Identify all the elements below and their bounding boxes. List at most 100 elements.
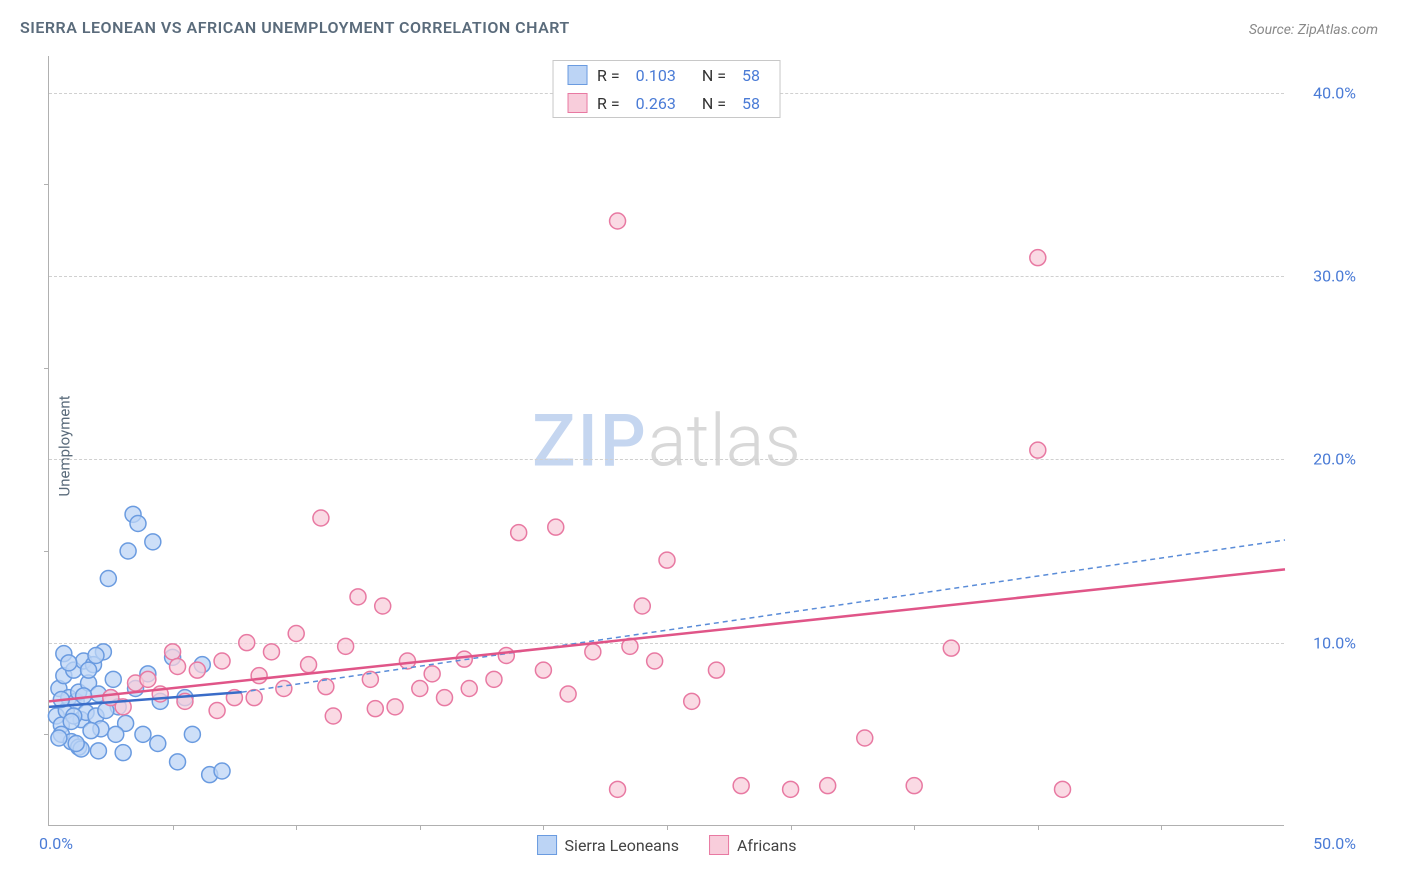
data-point <box>367 701 383 717</box>
data-point <box>246 690 262 706</box>
data-point <box>135 726 151 742</box>
data-point <box>140 671 156 687</box>
x-tick <box>420 825 421 830</box>
y-tick-label: 10.0% <box>1296 633 1356 652</box>
r-label: R = <box>597 94 620 113</box>
data-point <box>105 671 121 687</box>
data-point <box>338 638 354 654</box>
x-tick <box>914 825 915 830</box>
y-tick-label: 20.0% <box>1296 450 1356 469</box>
data-point <box>684 693 700 709</box>
data-point <box>412 681 428 697</box>
data-point <box>783 781 799 797</box>
data-point <box>313 510 329 526</box>
n-label: N = <box>702 66 726 85</box>
n-label: N = <box>702 94 726 113</box>
data-point <box>81 662 97 678</box>
legend-item-african: Africans <box>709 835 796 855</box>
x-tick <box>791 825 792 830</box>
data-point <box>90 743 106 759</box>
plot-area: ZIPatlas 10.0%20.0%30.0%40.0% R = 0.103 … <box>48 56 1284 826</box>
legend-series: Sierra Leoneans Africans <box>537 835 797 855</box>
data-point <box>263 644 279 660</box>
r-value-sierra: 0.103 <box>636 66 676 85</box>
data-point <box>1030 442 1046 458</box>
data-point <box>61 655 77 671</box>
x-tick <box>543 825 544 830</box>
data-point <box>659 552 675 568</box>
data-point <box>943 640 959 656</box>
x-origin-label: 0.0% <box>39 834 73 853</box>
data-point <box>100 571 116 587</box>
x-tick <box>173 825 174 830</box>
chart-title: SIERRA LEONEAN VS AFRICAN UNEMPLOYMENT C… <box>20 18 570 37</box>
data-point <box>424 666 440 682</box>
x-tick <box>296 825 297 830</box>
data-point <box>318 679 334 695</box>
data-point <box>288 626 304 642</box>
data-point <box>906 778 922 794</box>
data-point <box>68 736 84 752</box>
legend-swatch-african <box>567 93 587 113</box>
legend-correlation-box: R = 0.103 N = 58 R = 0.263 N = 58 <box>552 60 781 118</box>
data-point <box>1055 781 1071 797</box>
data-point <box>184 726 200 742</box>
data-point <box>170 754 186 770</box>
data-point <box>276 681 292 697</box>
data-point <box>115 745 131 761</box>
data-point <box>325 708 341 724</box>
legend-row-african: R = 0.263 N = 58 <box>553 89 780 117</box>
x-tick <box>1038 825 1039 830</box>
data-point <box>610 213 626 229</box>
x-tick <box>667 825 668 830</box>
data-point <box>437 690 453 706</box>
chart-container: SIERRA LEONEAN VS AFRICAN UNEMPLOYMENT C… <box>0 0 1406 892</box>
data-point <box>214 763 230 779</box>
r-value-african: 0.263 <box>636 94 676 113</box>
legend-row-sierra: R = 0.103 N = 58 <box>553 61 780 89</box>
trend-line <box>49 569 1285 701</box>
legend-item-sierra: Sierra Leoneans <box>537 835 679 855</box>
data-point <box>189 662 205 678</box>
data-point <box>209 703 225 719</box>
x-tick <box>1161 825 1162 830</box>
data-point <box>88 648 104 664</box>
data-point <box>165 644 181 660</box>
legend-label-african: Africans <box>737 836 796 855</box>
data-point <box>239 635 255 651</box>
data-point <box>350 589 366 605</box>
data-point <box>610 781 626 797</box>
data-point <box>108 726 124 742</box>
data-point <box>51 730 67 746</box>
data-point <box>145 534 161 550</box>
data-point <box>486 671 502 687</box>
data-point <box>120 543 136 559</box>
data-point <box>63 714 79 730</box>
data-point <box>498 648 514 664</box>
source-label: Source: ZipAtlas.com <box>1249 22 1378 38</box>
data-point <box>301 657 317 673</box>
legend-swatch-sierra <box>567 65 587 85</box>
data-point <box>535 662 551 678</box>
x-max-label: 50.0% <box>1296 834 1356 853</box>
n-value-sierra: 58 <box>742 66 760 85</box>
data-point <box>375 598 391 614</box>
legend-swatch-sierra-icon <box>537 835 557 855</box>
legend-label-sierra: Sierra Leoneans <box>565 836 679 855</box>
data-point <box>461 681 477 697</box>
y-tick-label: 40.0% <box>1296 83 1356 102</box>
data-point <box>83 723 99 739</box>
y-tick-label: 30.0% <box>1296 267 1356 286</box>
n-value-african: 58 <box>742 94 760 113</box>
data-point <box>820 778 836 794</box>
data-point <box>647 653 663 669</box>
scatter-plot-svg <box>49 56 1284 825</box>
data-point <box>560 686 576 702</box>
data-point <box>456 651 472 667</box>
data-point <box>130 516 146 532</box>
data-point <box>585 644 601 660</box>
data-point <box>857 730 873 746</box>
r-label: R = <box>597 66 620 85</box>
data-point <box>634 598 650 614</box>
data-point <box>548 519 564 535</box>
